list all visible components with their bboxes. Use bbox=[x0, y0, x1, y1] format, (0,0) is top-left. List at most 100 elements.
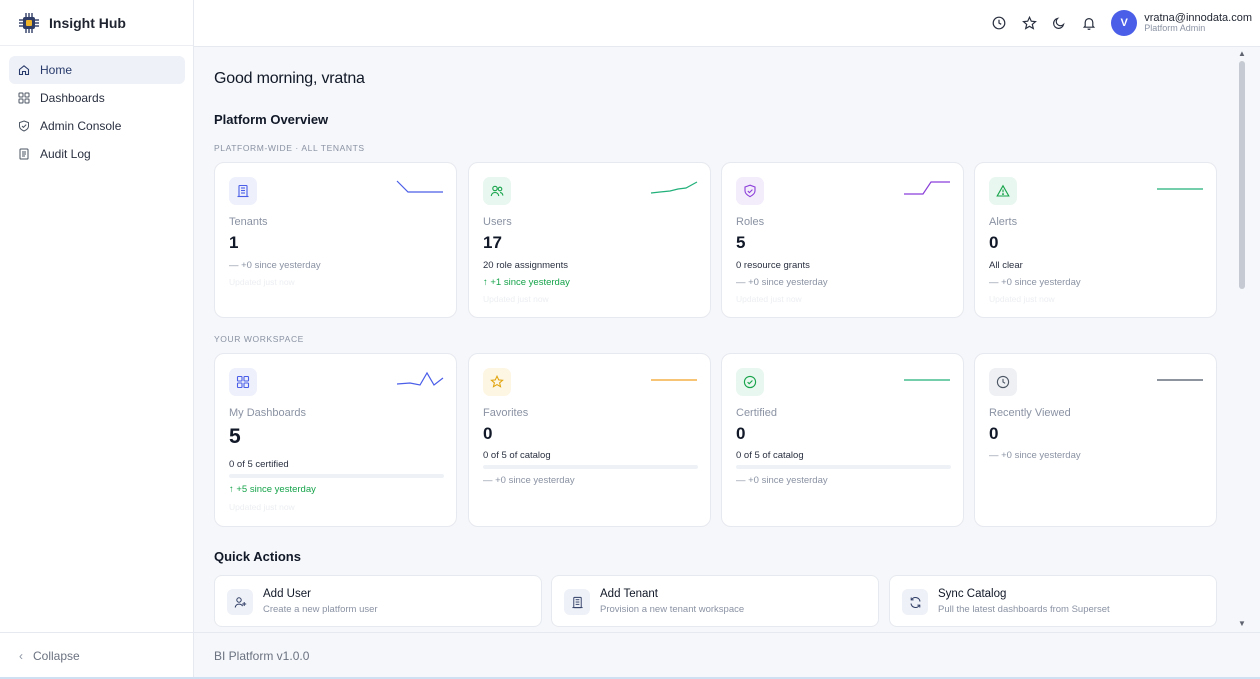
star-icon[interactable] bbox=[1019, 13, 1039, 33]
shield-icon bbox=[17, 119, 31, 133]
stat-card-certified[interactable]: Certified 0 0 of 5 of catalog — +0 since… bbox=[721, 353, 964, 527]
sidebar-nav: Home Dashboards Admin Console Audit Log bbox=[0, 46, 193, 168]
sidebar-item-audit-log[interactable]: Audit Log bbox=[9, 140, 185, 168]
stat-label: Roles bbox=[736, 216, 765, 228]
check-circle-icon bbox=[736, 368, 764, 396]
platform-overview-title: Platform Overview bbox=[214, 112, 329, 127]
progress-bar bbox=[229, 474, 444, 478]
moon-icon[interactable] bbox=[1049, 13, 1069, 33]
scroll-down-icon[interactable]: ▼ bbox=[1238, 619, 1246, 628]
star-icon bbox=[483, 368, 511, 396]
stat-card-tenants[interactable]: Tenants 1 — +0 since yesterday Updated j… bbox=[214, 162, 457, 318]
sparkline bbox=[396, 371, 444, 386]
platform-wide-label: PLATFORM-WIDE · ALL TENANTS bbox=[214, 143, 365, 153]
grid-icon bbox=[17, 91, 31, 105]
building-icon bbox=[564, 589, 590, 615]
quick-action-desc: Provision a new tenant workspace bbox=[600, 604, 745, 615]
stat-delta: — +0 since yesterday bbox=[229, 260, 321, 271]
sparkline bbox=[396, 180, 443, 193]
app-name: Insight Hub bbox=[49, 14, 126, 31]
quick-action-title: Add User bbox=[263, 588, 311, 600]
vertical-scrollbar[interactable]: ▲ ▼ bbox=[1236, 47, 1248, 632]
home-icon bbox=[17, 63, 31, 77]
stat-card-users[interactable]: Users 17 20 role assignments ↑ +1 since … bbox=[468, 162, 711, 318]
user-plus-icon bbox=[227, 589, 253, 615]
refresh-icon bbox=[902, 589, 928, 615]
stat-updated: Updated just now bbox=[483, 294, 549, 304]
stat-delta: — +0 since yesterday bbox=[736, 277, 828, 288]
stat-label: Tenants bbox=[229, 216, 268, 228]
stat-card-alerts[interactable]: Alerts 0 All clear — +0 since yesterday … bbox=[974, 162, 1217, 318]
stat-label: Favorites bbox=[483, 407, 529, 419]
stat-label: Recently Viewed bbox=[989, 407, 1071, 419]
stat-value: 0 bbox=[483, 424, 493, 443]
stat-card-my-dashboards[interactable]: My Dashboards 5 0 of 5 certified ↑ +5 si… bbox=[214, 353, 457, 527]
brand[interactable]: Insight Hub bbox=[0, 0, 193, 46]
stat-updated: Updated just now bbox=[229, 277, 295, 287]
sidebar: Insight Hub Home Dashboards Admin Consol… bbox=[0, 0, 194, 679]
user-role: Platform Admin bbox=[1144, 23, 1206, 34]
stat-sub: All clear bbox=[989, 260, 1023, 271]
top-bar: V vratna@innodata.com Platform Admin bbox=[194, 0, 1260, 47]
building-icon bbox=[229, 177, 257, 205]
avatar[interactable]: V bbox=[1111, 10, 1138, 36]
stat-label: Alerts bbox=[989, 216, 1018, 228]
stat-card-recently-viewed[interactable]: Recently Viewed 0 — +0 since yesterday bbox=[974, 353, 1217, 527]
stat-label: My Dashboards bbox=[229, 407, 307, 419]
stat-delta: — +0 since yesterday bbox=[989, 450, 1081, 461]
user-menu[interactable]: vratna@innodata.com Platform Admin bbox=[1144, 12, 1252, 34]
add-user-button[interactable]: Add User Create a new platform user bbox=[214, 575, 542, 627]
stat-card-favorites[interactable]: Favorites 0 0 of 5 of catalog — +0 since… bbox=[468, 353, 711, 527]
main-content: Good morning, vratna Platform Overview P… bbox=[194, 47, 1236, 632]
shield-check-icon bbox=[736, 177, 764, 205]
quick-action-desc: Pull the latest dashboards from Superset bbox=[938, 604, 1110, 615]
workspace-label: YOUR WORKSPACE bbox=[214, 334, 304, 344]
scroll-up-icon[interactable]: ▲ bbox=[1238, 49, 1246, 58]
stat-updated: Updated just now bbox=[989, 294, 1055, 304]
alert-triangle-icon bbox=[989, 177, 1017, 205]
bottom-edge bbox=[0, 677, 1260, 679]
stat-value: 0 bbox=[736, 424, 746, 443]
stat-value: 5 bbox=[229, 425, 241, 448]
sidebar-item-label: Dashboards bbox=[40, 91, 105, 105]
stat-delta: — +0 since yesterday bbox=[736, 475, 828, 486]
stat-delta: ↑ +1 since yesterday bbox=[483, 277, 570, 288]
stat-sub: 0 resource grants bbox=[736, 260, 810, 271]
stat-sub: 20 role assignments bbox=[483, 260, 569, 271]
stat-card-roles[interactable]: Roles 5 0 resource grants — +0 since yes… bbox=[721, 162, 964, 318]
add-tenant-button[interactable]: Add Tenant Provision a new tenant worksp… bbox=[551, 575, 879, 627]
stat-value: 5 bbox=[736, 233, 746, 252]
grid-icon bbox=[229, 368, 257, 396]
stat-label: Certified bbox=[736, 407, 777, 419]
bell-icon[interactable] bbox=[1079, 13, 1099, 33]
sparkline bbox=[650, 181, 698, 194]
progress-bar bbox=[483, 465, 698, 469]
sidebar-item-home[interactable]: Home bbox=[9, 56, 185, 84]
stat-delta: ↑ +5 since yesterday bbox=[229, 484, 316, 495]
page-greeting: Good morning, vratna bbox=[214, 70, 365, 87]
sparkline bbox=[904, 379, 950, 381]
sidebar-item-dashboards[interactable]: Dashboards bbox=[9, 84, 185, 112]
clock-icon[interactable] bbox=[989, 13, 1009, 33]
stat-delta: — +0 since yesterday bbox=[483, 475, 575, 486]
page-footer: BI Platform v1.0.0 bbox=[194, 632, 1260, 679]
quick-action-title: Add Tenant bbox=[600, 588, 658, 600]
sidebar-item-admin-console[interactable]: Admin Console bbox=[9, 112, 185, 140]
quick-action-desc: Create a new platform user bbox=[263, 604, 378, 615]
sidebar-item-label: Audit Log bbox=[40, 147, 91, 161]
stat-sub: 0 of 5 of catalog bbox=[736, 450, 804, 461]
sparkline bbox=[904, 181, 950, 195]
progress-bar bbox=[736, 465, 951, 469]
collapse-label: Collapse bbox=[33, 649, 80, 663]
scrollbar-thumb[interactable] bbox=[1239, 61, 1245, 289]
sync-catalog-button[interactable]: Sync Catalog Pull the latest dashboards … bbox=[889, 575, 1217, 627]
log-icon bbox=[17, 147, 31, 161]
stat-delta: — +0 since yesterday bbox=[989, 277, 1081, 288]
sparkline bbox=[651, 379, 697, 381]
stat-label: Users bbox=[483, 216, 512, 228]
stat-value: 1 bbox=[229, 233, 239, 252]
stat-updated: Updated just now bbox=[736, 294, 802, 304]
stat-sub: 0 of 5 of catalog bbox=[483, 450, 551, 461]
sidebar-item-label: Admin Console bbox=[40, 119, 122, 133]
collapse-button[interactable]: ‹ Collapse bbox=[0, 632, 193, 679]
